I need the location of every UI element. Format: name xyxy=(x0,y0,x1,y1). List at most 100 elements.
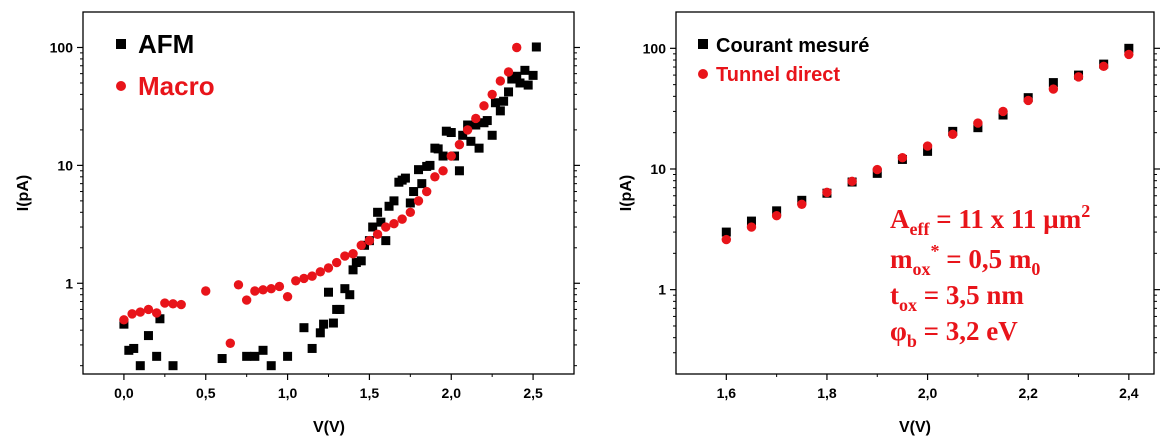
left-series-1-point xyxy=(454,139,465,150)
left-series-0-point xyxy=(531,42,541,52)
left-series-1-point xyxy=(471,113,481,124)
left-series-1-point xyxy=(143,304,154,315)
left-series-0-point xyxy=(258,345,268,355)
left-series-0-point xyxy=(471,120,481,130)
left-series-0-point xyxy=(283,351,293,361)
left-series-0-point xyxy=(376,217,386,227)
left-series-1-point xyxy=(250,286,260,296)
left-series-1-point xyxy=(323,263,334,273)
left-series-0-point xyxy=(405,198,415,208)
right-x-tick-label: 1,6 xyxy=(717,385,737,401)
right-x-ticks: 1,6 1,8 2,0 2,2 2,4 xyxy=(717,374,1139,401)
left-series-0-point xyxy=(499,96,509,106)
left-series-1-point xyxy=(479,101,489,111)
right-y-axis-label: I(pA) xyxy=(618,175,635,211)
left-series-1-point xyxy=(413,196,424,206)
legend-marker-courant xyxy=(698,39,708,49)
left-series-0-point xyxy=(474,143,484,153)
left-series-1-point xyxy=(135,307,145,317)
left-series-1-point xyxy=(233,280,244,290)
right-plot-frame xyxy=(675,11,1155,375)
left-series-0-point xyxy=(446,128,456,138)
left-y-tick-label: 100 xyxy=(50,39,74,55)
left-series-1-point xyxy=(331,257,342,268)
left-series-0-point xyxy=(348,265,358,275)
left-series-1-point xyxy=(274,281,285,292)
right-series-1-point xyxy=(1048,84,1059,94)
right-series-0-point xyxy=(746,216,756,226)
right-series-1-point xyxy=(721,234,732,245)
right-series-0-point xyxy=(923,146,933,156)
right-series-0-point xyxy=(721,227,731,237)
left-series-1-point xyxy=(201,286,211,296)
left-series-0-point xyxy=(507,74,517,84)
right-series-0-point xyxy=(1048,78,1058,88)
left-x-tick-label: 2,5 xyxy=(523,385,543,401)
left-series-1-point xyxy=(315,267,326,277)
left-series-1-point xyxy=(446,151,456,161)
left-series-0-point xyxy=(523,80,533,90)
right-x-axis-label: V(V) xyxy=(899,419,931,436)
left-series-0-point xyxy=(512,71,522,81)
right-chart: 1,6 1,8 2,0 2,2 2,4 1 10 100 V(V) I(pA) Couran… xyxy=(618,11,1160,436)
left-series-0-point xyxy=(335,304,345,314)
left-series-1-point xyxy=(397,214,407,224)
left-series-0-point xyxy=(124,345,134,355)
left-series-0-point xyxy=(307,343,317,353)
left-x-tick-label: 0,0 xyxy=(114,385,134,401)
annotation-tox: tox = 3,5 nm xyxy=(890,280,1024,315)
right-series-1-point xyxy=(872,164,882,175)
left-series-0-point xyxy=(351,258,361,268)
left-series-0-point xyxy=(315,328,325,338)
right-x-tick-label: 2,0 xyxy=(918,385,938,401)
left-series-0-point xyxy=(490,98,500,108)
left-series-1-point xyxy=(512,42,522,53)
left-series-1-point xyxy=(487,89,497,100)
right-series-1-point xyxy=(847,176,857,187)
left-series-0-point xyxy=(528,70,538,80)
left-x-tick-label: 1,0 xyxy=(278,385,298,401)
left-series-0-point xyxy=(250,351,260,361)
left-series-0-point xyxy=(417,179,427,189)
left-series-1-point xyxy=(405,207,416,217)
left-series-1-point xyxy=(389,219,399,229)
right-series-1-point xyxy=(1124,49,1134,60)
right-series-1-point xyxy=(998,106,1008,117)
left-series-0-point xyxy=(454,166,464,176)
left-series-0-point xyxy=(299,323,309,333)
legend-label-tunnel: Tunnel direct xyxy=(716,64,840,86)
left-series-1-point xyxy=(291,276,301,286)
left-series-0-point xyxy=(463,120,473,130)
left-x-ticks: 0,0 0,5 1,0 1,5 2,0 2,5 xyxy=(114,374,543,401)
right-series-1-point xyxy=(922,141,933,151)
left-series-0-point xyxy=(515,78,525,88)
left-series-0-point xyxy=(487,130,497,140)
left-x-tick-label: 2,0 xyxy=(442,385,462,401)
left-series-1-point xyxy=(307,271,317,281)
right-y-tick-label: 1 xyxy=(658,282,666,298)
left-series-0-point xyxy=(155,314,165,324)
left-series-1-point xyxy=(356,240,366,250)
left-series-1-point xyxy=(225,338,235,348)
left-series-1-point xyxy=(160,298,170,308)
left-points xyxy=(119,42,541,371)
right-series-1-point xyxy=(1073,72,1084,82)
left-y-tick-label: 10 xyxy=(57,157,73,173)
right-series-1-point xyxy=(897,153,908,163)
left-series-0-point xyxy=(324,287,333,297)
left-series-0-point xyxy=(328,318,338,328)
left-series-0-point xyxy=(425,160,435,170)
right-series-1-point xyxy=(771,211,782,221)
right-y-tick-label: 100 xyxy=(643,40,667,56)
right-series-1-point xyxy=(973,118,983,128)
left-series-0-point xyxy=(381,236,391,246)
left-series-0-point xyxy=(129,343,139,353)
left-series-0-point xyxy=(135,361,145,371)
left-series-0-point xyxy=(152,351,162,361)
legend-marker-macro xyxy=(116,81,126,91)
right-series-1-point xyxy=(1098,61,1109,71)
legend-label-courant: Courant mesuré xyxy=(716,35,869,57)
left-x-tick-label: 0,5 xyxy=(196,385,216,401)
right-x-tick-label: 2,2 xyxy=(1018,385,1038,401)
left-series-1-point xyxy=(258,285,268,295)
